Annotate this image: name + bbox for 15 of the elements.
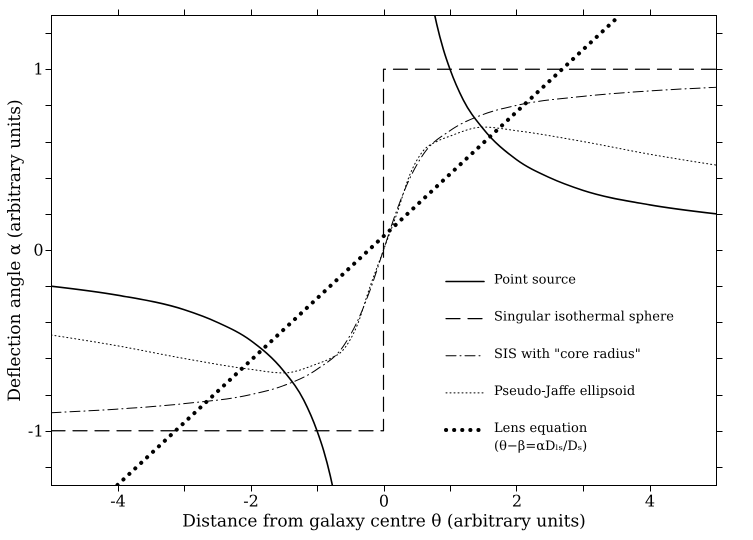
legend-label: Point source (494, 272, 576, 288)
x-tick-label: -4 (110, 492, 126, 510)
x-tick-label: 0 (378, 492, 390, 510)
legend-label: Lens equation (θ−β=αDₗₛ/Dₛ) (494, 421, 588, 454)
x-axis-title: Distance from galaxy centre θ (arbitrary units) (182, 512, 586, 532)
y-tick-label: 0 (33, 240, 44, 260)
legend-label: Singular isothermal sphere (494, 310, 674, 325)
legend-label: Pseudo-Jaffe ellipsoid (494, 384, 636, 399)
x-tick-label: 2 (512, 492, 522, 510)
y-tick-label: -1 (28, 421, 44, 440)
x-tick-label: 4 (644, 492, 656, 510)
y-tick-label: 1 (33, 60, 44, 79)
y-axis-title: Deflection angle α (arbitrary units) (4, 99, 25, 402)
x-tick-label: -2 (243, 492, 259, 510)
legend-label: SIS with "core radius" (494, 346, 641, 362)
